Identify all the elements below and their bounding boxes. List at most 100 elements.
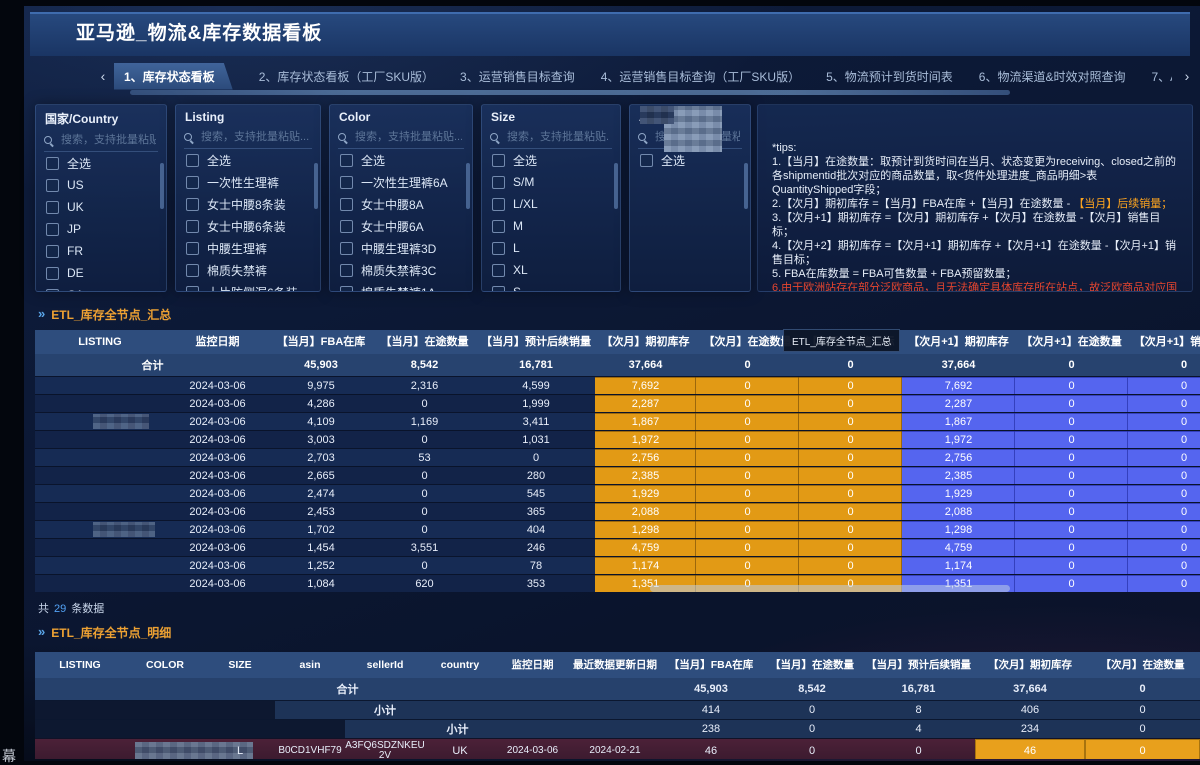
detail-row[interactable]: L B0CD1VHF79 A3FQ6SDZNKEU2V UK 2024-03-0… (35, 738, 1200, 759)
filter-option[interactable]: 全选 (176, 149, 320, 171)
filter-option[interactable]: 全选 (36, 152, 166, 174)
filter-option[interactable]: DE (36, 262, 166, 284)
dashboard-tab[interactable]: 7、Asin各批次到货时间节点 (1151, 68, 1172, 85)
checkbox[interactable] (492, 285, 505, 291)
filter-option[interactable]: 棉质失禁裤1A (330, 281, 472, 291)
panel-scrollbar[interactable] (744, 163, 748, 209)
checkbox[interactable] (46, 178, 59, 192)
panel-scrollbar[interactable] (614, 163, 618, 209)
dashboard-tab[interactable]: 5、物流预计到货时间表 (826, 68, 953, 85)
checkbox[interactable] (186, 153, 199, 167)
checkbox[interactable] (492, 263, 505, 277)
filter-option[interactable]: 一次性生理裤 (176, 171, 320, 193)
search-input[interactable] (505, 130, 612, 144)
filter-search[interactable] (490, 126, 612, 149)
checkbox[interactable] (186, 197, 199, 211)
filter-option[interactable]: JP (36, 218, 166, 240)
checkbox[interactable] (186, 219, 199, 233)
filter-option[interactable]: 棉质失禁裤3C (330, 259, 472, 281)
dashboard-tab[interactable]: 2、库存状态看板（工厂SKU版） (259, 68, 434, 85)
checkbox[interactable] (492, 153, 505, 167)
checkbox[interactable] (340, 219, 353, 233)
table-row[interactable]: 2024-03-06 1,702 0 404 1,298 0 0 1,298 0… (35, 520, 1200, 538)
filter-option[interactable]: 十片防侧漏6条装 (176, 281, 320, 291)
filter-option[interactable]: 女士中腰6A (330, 215, 472, 237)
filter-option[interactable]: XL (482, 259, 620, 281)
checkbox[interactable] (492, 241, 505, 255)
table-row[interactable]: 2024-03-06 3,003 0 1,031 1,972 0 0 1,972… (35, 430, 1200, 448)
checkbox[interactable] (340, 153, 353, 167)
checkbox[interactable] (492, 219, 505, 233)
search-input[interactable] (353, 130, 464, 144)
filter-option[interactable]: 女士中腰8条装 (176, 193, 320, 215)
filter-option[interactable]: 女士中腰6条装 (176, 215, 320, 237)
filter-option[interactable]: L (482, 237, 620, 259)
checkbox[interactable] (46, 156, 59, 170)
checkbox[interactable] (340, 197, 353, 211)
dashboard-tab[interactable]: 1、库存状态看板 (114, 63, 233, 90)
filter-option[interactable]: 女士中腰8A (330, 193, 472, 215)
filter-option[interactable]: 中腰生理裤3D (330, 237, 472, 259)
section-title-detail[interactable]: » ETL_库存全节点_明细 (38, 624, 171, 640)
checkbox[interactable] (186, 285, 199, 291)
checkbox[interactable] (46, 244, 59, 258)
checkbox[interactable] (186, 263, 199, 277)
table-row[interactable]: 2024-03-06 2,453 0 365 2,088 0 0 2,088 0… (35, 502, 1200, 520)
filter-search[interactable] (44, 129, 158, 152)
filter-option[interactable]: 全选 (482, 149, 620, 171)
filter-option[interactable]: UK (36, 196, 166, 218)
checkbox[interactable] (340, 263, 353, 277)
table-row[interactable]: 2024-03-06 1,454 3,551 246 4,759 0 0 4,7… (35, 538, 1200, 556)
checkbox[interactable] (640, 153, 653, 167)
section-title-summary[interactable]: » ETL_库存全节点_汇总 (38, 306, 171, 322)
tabs-scroll-right-icon[interactable]: › (1184, 68, 1190, 84)
filter-option[interactable]: FR (36, 240, 166, 262)
filter-option[interactable]: L/XL (482, 193, 620, 215)
checkbox[interactable] (492, 197, 505, 211)
filter-option[interactable]: S/M (482, 171, 620, 193)
checkbox[interactable] (492, 175, 505, 189)
table-row[interactable]: 2024-03-06 1,252 0 78 1,174 0 0 1,174 0 … (35, 556, 1200, 574)
filter-option[interactable]: CA (36, 284, 166, 291)
table-row[interactable]: 2024-03-06 2,474 0 545 1,929 0 0 1,929 0… (35, 484, 1200, 502)
panel-scrollbar[interactable] (466, 163, 470, 209)
filter-search[interactable] (184, 126, 312, 149)
filter-option[interactable]: M (482, 215, 620, 237)
table-row[interactable]: 2024-03-06 4,286 0 1,999 2,287 0 0 2,287… (35, 394, 1200, 412)
checkbox[interactable] (186, 241, 199, 255)
panel-scrollbar[interactable] (314, 163, 318, 209)
dashboard-tab[interactable]: 4、运营销售目标查询（工厂SKU版） (601, 68, 800, 85)
checkbox[interactable] (46, 200, 59, 214)
filter-option[interactable]: 全选 (630, 149, 750, 171)
panel-scrollbar[interactable] (160, 163, 164, 209)
checkbox[interactable] (340, 175, 353, 189)
checkbox[interactable] (186, 175, 199, 189)
checkbox[interactable] (46, 222, 59, 236)
next-month-target-cell: 0 (799, 503, 902, 520)
search-input[interactable] (199, 130, 312, 144)
search-input[interactable] (59, 133, 158, 147)
checkbox[interactable] (46, 266, 59, 280)
horizontal-scrollbar[interactable] (650, 585, 1010, 592)
table-row[interactable]: 2024-03-06 9,975 2,316 4,599 7,692 0 0 7… (35, 376, 1200, 394)
tabs-scroll-left-icon[interactable]: ‹ (100, 68, 106, 84)
filter-option[interactable]: 棉质失禁裤 (176, 259, 320, 281)
filter-option[interactable]: 中腰生理裤 (176, 237, 320, 259)
filter-option[interactable]: 全选 (330, 149, 472, 171)
filter-option[interactable]: 一次性生理裤6A (330, 171, 472, 193)
table-row[interactable]: 2024-03-06 1,084 620 353 1,351 0 0 1,351… (35, 574, 1200, 592)
table-row[interactable]: 2024-03-06 2,665 0 280 2,385 0 0 2,385 0… (35, 466, 1200, 484)
checkbox[interactable] (340, 285, 353, 291)
monitor-date-cell: 2024-03-06 (189, 379, 246, 392)
table-row[interactable]: 2024-03-06 4,109 1,169 3,411 1,867 0 0 1… (35, 412, 1200, 430)
checkbox[interactable] (340, 241, 353, 255)
filter-search[interactable] (338, 126, 464, 149)
section-expand-icon: » (38, 624, 46, 639)
dashboard-tab[interactable]: 6、物流渠道&时效对照查询 (979, 68, 1126, 85)
table-row[interactable]: 2024-03-06 2,703 53 0 2,756 0 0 2,756 0 … (35, 448, 1200, 466)
tabs-scrollbar[interactable] (130, 90, 1010, 95)
filter-option[interactable]: S (482, 281, 620, 291)
dashboard-tab[interactable]: 3、运营销售目标查询 (460, 68, 575, 85)
filter-option[interactable]: US (36, 174, 166, 196)
checkbox[interactable] (46, 288, 59, 291)
